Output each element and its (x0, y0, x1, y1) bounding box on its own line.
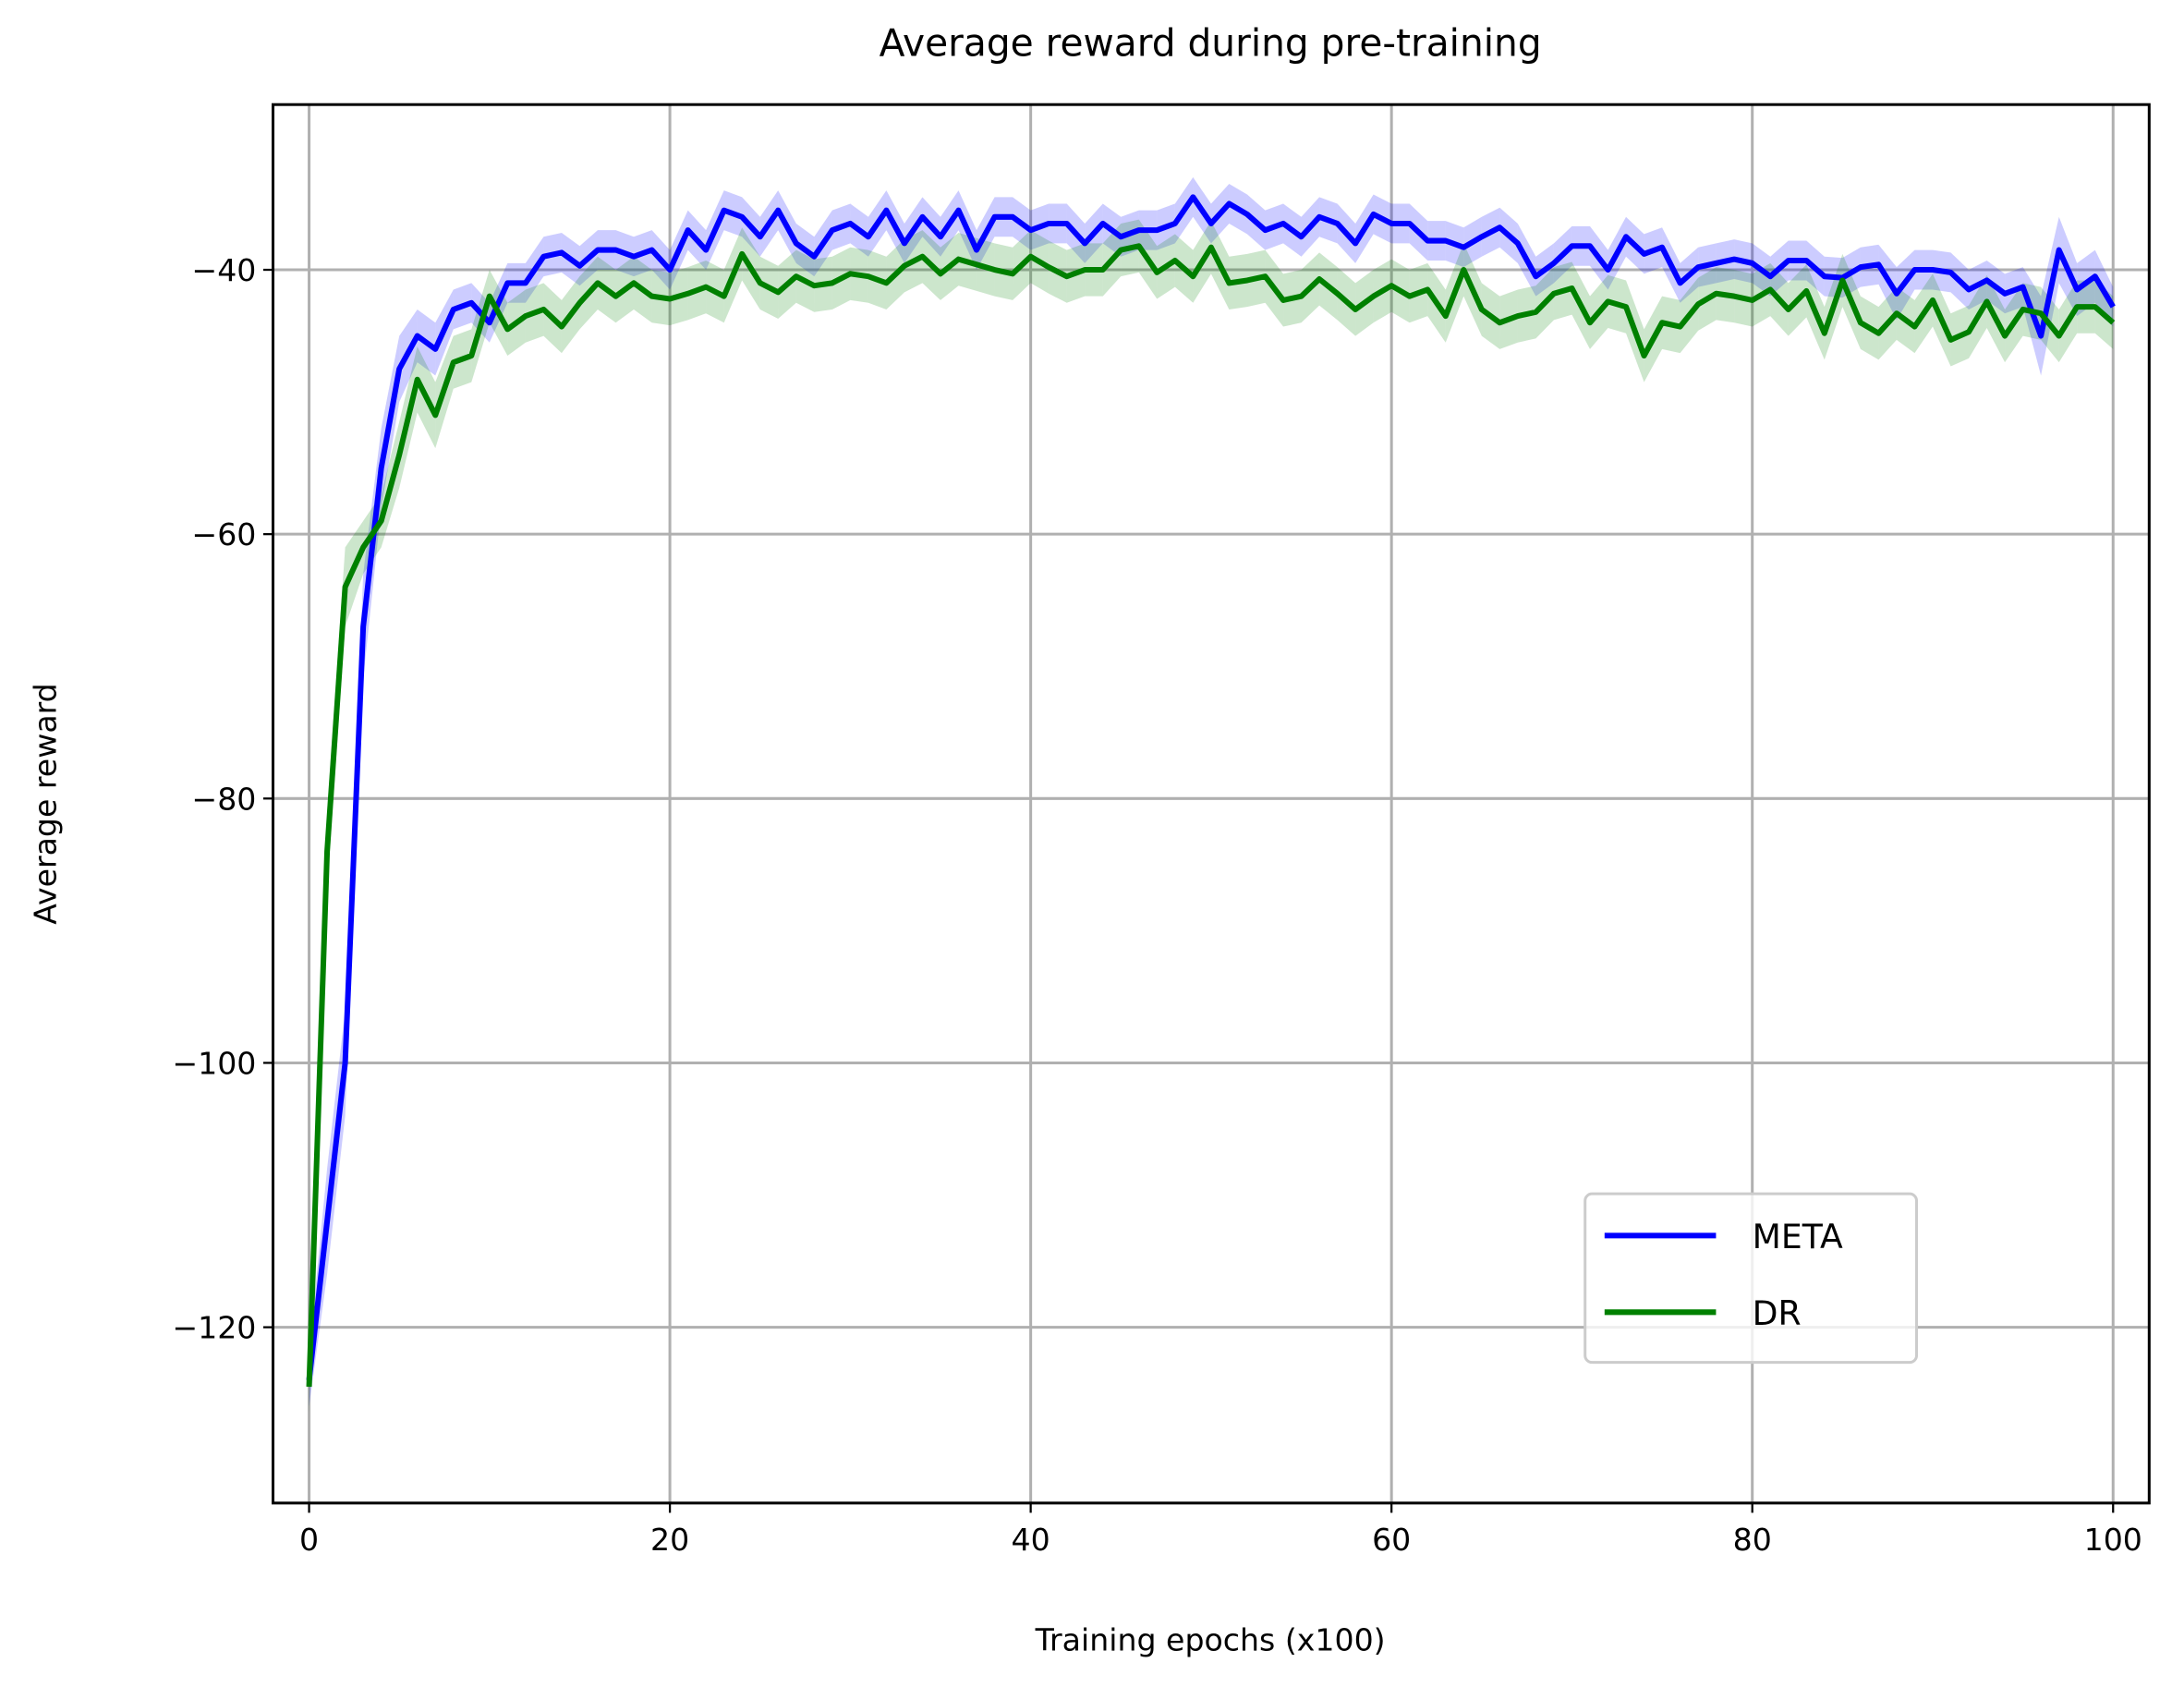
x-tick-label: 100 (2084, 1522, 2142, 1558)
x-tick-label: 0 (299, 1522, 319, 1558)
legend: META DR (1583, 1192, 1919, 1365)
line (306, 194, 2116, 1381)
x-tick-label: 40 (1012, 1522, 1050, 1558)
legend-label: META (1753, 1217, 1843, 1256)
y-tick-label: −100 (172, 1046, 256, 1082)
legend-box (1583, 1192, 1919, 1365)
y-axis-label: Average reward (27, 683, 63, 925)
y-tick-label: −40 (191, 252, 256, 288)
plot-frame (271, 103, 2151, 1505)
line (306, 243, 2116, 1388)
y-tick-label: −60 (191, 516, 256, 552)
x-tick-label: 20 (650, 1522, 689, 1558)
x-axis-label: Training epochs (x100) (1035, 1622, 1386, 1658)
legend-label: DR (1753, 1293, 1802, 1333)
x-tick-label: 80 (1733, 1522, 1772, 1558)
x-tick-label: 60 (1372, 1522, 1411, 1558)
y-tick-label: −80 (191, 781, 256, 817)
plot-area (306, 176, 2116, 1414)
y-tick-label: −120 (172, 1310, 256, 1346)
chart-title: Average reward during pre-training (880, 20, 1542, 65)
